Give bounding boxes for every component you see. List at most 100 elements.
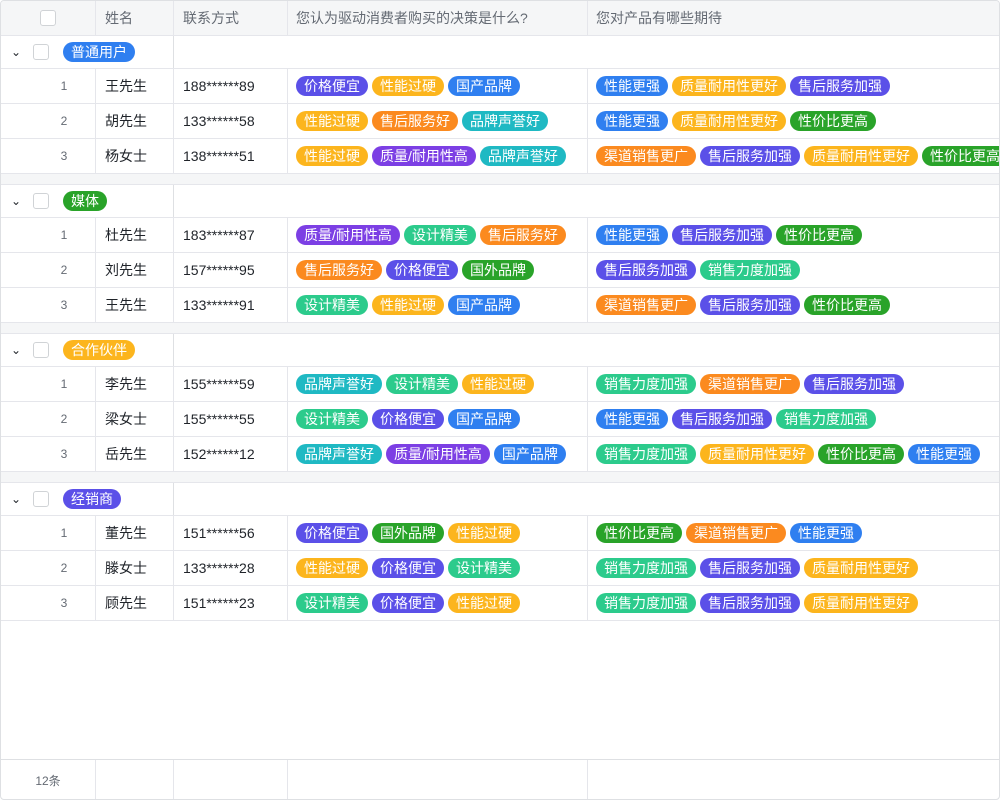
- name-cell[interactable]: 胡先生: [96, 104, 174, 138]
- table-row[interactable]: 1 杜先生 183******87 质量/耐用性高 设计精美 售后服务好 性能更强 售后服务加…: [1, 218, 999, 253]
- expectations-cell[interactable]: 性价比更高 渠道销售更广 性能更强: [588, 516, 999, 550]
- name-cell[interactable]: 李先生: [96, 367, 174, 401]
- group-row[interactable]: ⌄ 合作伙伴: [1, 334, 999, 367]
- name-cell[interactable]: 滕女士: [96, 551, 174, 585]
- expectations-cell[interactable]: 性能更强 售后服务加强 销售力度加强: [588, 402, 999, 436]
- column-header-name[interactable]: 姓名: [96, 1, 174, 35]
- option-tag: 销售力度加强: [596, 558, 696, 578]
- option-tag: 售后服务加强: [804, 374, 904, 394]
- name-cell[interactable]: 梁女士: [96, 402, 174, 436]
- contact-cell[interactable]: 188******89: [174, 69, 288, 103]
- group-checkbox[interactable]: [33, 342, 49, 358]
- table-row[interactable]: 3 岳先生 152******12 品牌声誉好 质量/耐用性高 国产品牌 销售力度加强 质量耐…: [1, 437, 999, 472]
- row-index: 2: [1, 253, 96, 287]
- name-cell[interactable]: 刘先生: [96, 253, 174, 287]
- contact-cell[interactable]: 151******23: [174, 586, 288, 620]
- option-tag: 国外品牌: [462, 260, 534, 280]
- expectations-cell[interactable]: 性能更强 售后服务加强 性价比更高: [588, 218, 999, 252]
- table-row[interactable]: 1 董先生 151******56 价格便宜 国外品牌 性能过硬 性价比更高 渠道销售更广 性能…: [1, 516, 999, 551]
- select-all-checkbox[interactable]: [40, 10, 56, 26]
- purchase-drivers-cell[interactable]: 质量/耐用性高 设计精美 售后服务好: [288, 218, 588, 252]
- contact-cell[interactable]: 133******28: [174, 551, 288, 585]
- contact-cell[interactable]: 133******58: [174, 104, 288, 138]
- option-tag: 国外品牌: [372, 523, 444, 543]
- option-tag: 销售力度加强: [596, 593, 696, 613]
- table-row[interactable]: 3 杨女士 138******51 性能过硬 质量/耐用性高 品牌声誉好 渠道销售更广 售后服…: [1, 139, 999, 174]
- group-checkbox[interactable]: [33, 193, 49, 209]
- name-cell[interactable]: 董先生: [96, 516, 174, 550]
- contact-cell[interactable]: 157******95: [174, 253, 288, 287]
- group-row[interactable]: ⌄ 经销商: [1, 483, 999, 516]
- option-tag: 性能过硬: [296, 111, 368, 131]
- contact-cell[interactable]: 152******12: [174, 437, 288, 471]
- contact-cell[interactable]: 155******59: [174, 367, 288, 401]
- name-cell[interactable]: 王先生: [96, 288, 174, 322]
- chevron-down-icon[interactable]: ⌄: [11, 492, 22, 506]
- expectations-cell[interactable]: 销售力度加强 售后服务加强 质量耐用性更好: [588, 586, 999, 620]
- option-tag: 性能更强: [596, 76, 668, 96]
- table-row[interactable]: 2 胡先生 133******58 性能过硬 售后服务好 品牌声誉好 性能更强 质量耐用性更好…: [1, 104, 999, 139]
- purchase-drivers-cell[interactable]: 价格便宜 性能过硬 国产品牌: [288, 69, 588, 103]
- purchase-drivers-cell[interactable]: 性能过硬 质量/耐用性高 品牌声誉好: [288, 139, 588, 173]
- option-tag: 渠道销售更广: [596, 146, 696, 166]
- option-tag: 性价比更高: [596, 523, 682, 543]
- expectations-cell[interactable]: 销售力度加强 渠道销售更广 售后服务加强: [588, 367, 999, 401]
- expectations-cell[interactable]: 销售力度加强 质量耐用性更好 性价比更高 性能更强: [588, 437, 999, 471]
- name-cell[interactable]: 岳先生: [96, 437, 174, 471]
- contact-cell[interactable]: 133******91: [174, 288, 288, 322]
- expectations-cell[interactable]: 渠道销售更广 售后服务加强 性价比更高: [588, 288, 999, 322]
- column-header-purchase-drivers[interactable]: 您认为驱动消费者购买的决策是什么?: [288, 1, 588, 35]
- expectations-cell[interactable]: 渠道销售更广 售后服务加强 质量耐用性更好 性价比更高: [588, 139, 999, 173]
- purchase-drivers-cell[interactable]: 品牌声誉好 质量/耐用性高 国产品牌: [288, 437, 588, 471]
- table-row[interactable]: 1 王先生 188******89 价格便宜 性能过硬 国产品牌 性能更强 质量耐用性更好 售后…: [1, 69, 999, 104]
- option-tag: 性能过硬: [372, 295, 444, 315]
- row-index: 3: [1, 288, 96, 322]
- purchase-drivers-cell[interactable]: 设计精美 价格便宜 国产品牌: [288, 402, 588, 436]
- table-row[interactable]: 3 王先生 133******91 设计精美 性能过硬 国产品牌 渠道销售更广 售后服务加强性…: [1, 288, 999, 323]
- option-tag: 性价比更高: [818, 444, 904, 464]
- table-row[interactable]: 3 顾先生 151******23 设计精美 价格便宜 性能过硬 销售力度加强 售后服务加强质…: [1, 586, 999, 621]
- name-cell[interactable]: 杜先生: [96, 218, 174, 252]
- table-row[interactable]: 1 李先生 155******59 品牌声誉好 设计精美 性能过硬 销售力度加强 渠道销售更广…: [1, 367, 999, 402]
- purchase-drivers-cell[interactable]: 性能过硬 价格便宜 设计精美: [288, 551, 588, 585]
- row-index: 2: [1, 551, 96, 585]
- contact-cell[interactable]: 183******87: [174, 218, 288, 252]
- purchase-drivers-cell[interactable]: 售后服务好 价格便宜 国外品牌: [288, 253, 588, 287]
- contact-cell[interactable]: 155******55: [174, 402, 288, 436]
- option-tag: 设计精美: [448, 558, 520, 578]
- purchase-drivers-cell[interactable]: 设计精美 价格便宜 性能过硬: [288, 586, 588, 620]
- expectations-cell[interactable]: 性能更强 质量耐用性更好 性价比更高: [588, 104, 999, 138]
- table-row[interactable]: 2 滕女士 133******28 性能过硬 价格便宜 设计精美 销售力度加强 售后服务加强质…: [1, 551, 999, 586]
- expectations-cell[interactable]: 性能更强 质量耐用性更好 售后服务加强: [588, 69, 999, 103]
- expectations-cell[interactable]: 售后服务加强 销售力度加强: [588, 253, 999, 287]
- column-header-contact[interactable]: 联系方式: [174, 1, 288, 35]
- row-index: 2: [1, 402, 96, 436]
- name-cell[interactable]: 顾先生: [96, 586, 174, 620]
- expectations-cell[interactable]: 销售力度加强 售后服务加强 质量耐用性更好: [588, 551, 999, 585]
- name-cell[interactable]: 王先生: [96, 69, 174, 103]
- purchase-drivers-cell[interactable]: 性能过硬 售后服务好 品牌声誉好: [288, 104, 588, 138]
- table-row[interactable]: 2 梁女士 155******55 设计精美 价格便宜 国产品牌 性能更强 售后服务加强 销售力…: [1, 402, 999, 437]
- group-row[interactable]: ⌄ 普通用户: [1, 36, 999, 69]
- purchase-drivers-cell[interactable]: 品牌声誉好 设计精美 性能过硬: [288, 367, 588, 401]
- table-row[interactable]: 2 刘先生 157******95 售后服务好 价格便宜 国外品牌 售后服务加强 销售力度加强: [1, 253, 999, 288]
- purchase-drivers-cell[interactable]: 价格便宜 国外品牌 性能过硬: [288, 516, 588, 550]
- column-header-expectations[interactable]: 您对产品有哪些期待: [596, 10, 722, 26]
- group-checkbox[interactable]: [33, 44, 49, 60]
- contact-cell[interactable]: 138******51: [174, 139, 288, 173]
- purchase-drivers-cell[interactable]: 设计精美 性能过硬 国产品牌: [288, 288, 588, 322]
- option-tag: 销售力度加强: [700, 260, 800, 280]
- group-tag: 合作伙伴: [63, 340, 135, 360]
- option-tag: 渠道销售更广: [596, 295, 696, 315]
- group-checkbox[interactable]: [33, 491, 49, 507]
- name-cell[interactable]: 杨女士: [96, 139, 174, 173]
- group-tag: 媒体: [63, 191, 107, 211]
- chevron-down-icon[interactable]: ⌄: [11, 194, 22, 208]
- group-row[interactable]: ⌄ 媒体: [1, 185, 999, 218]
- contact-cell[interactable]: 151******56: [174, 516, 288, 550]
- row-index: 1: [1, 516, 96, 550]
- option-tag: 性能更强: [596, 409, 668, 429]
- chevron-down-icon[interactable]: ⌄: [11, 343, 22, 357]
- group-spacer: [1, 174, 999, 185]
- chevron-down-icon[interactable]: ⌄: [11, 45, 22, 59]
